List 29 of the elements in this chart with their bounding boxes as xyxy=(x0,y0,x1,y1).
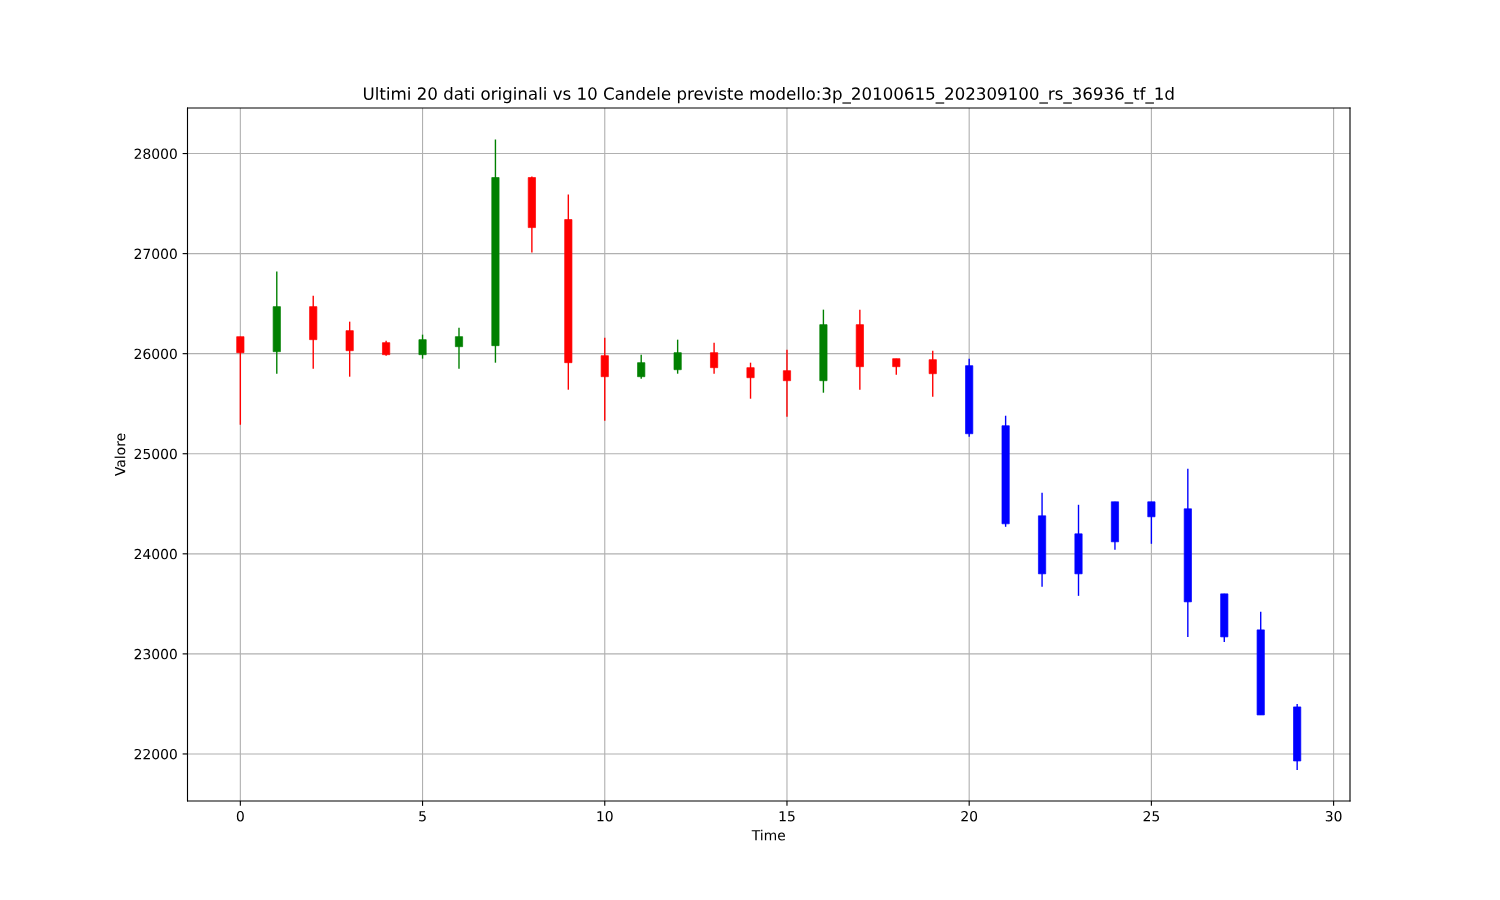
candlestick xyxy=(455,326,463,370)
candlestick xyxy=(345,320,354,378)
candlestick xyxy=(418,333,427,360)
y-tick-label: 23000 xyxy=(134,648,177,660)
y-axis-title: Valore xyxy=(114,433,126,477)
x-tick-label: 5 xyxy=(419,811,426,822)
x-tick-label: 25 xyxy=(1143,810,1160,822)
chart-title: Ultimi 20 dati originali vs 10 Candele previste modello:3p_20100615_202309100_rs_36936_tf_1d xyxy=(363,87,1174,104)
candlestick xyxy=(673,338,682,375)
candlestick xyxy=(236,335,245,426)
candlestick xyxy=(637,353,646,380)
candlestick xyxy=(782,348,791,418)
candlestick xyxy=(928,349,937,398)
x-tick-label: 15 xyxy=(779,811,795,822)
y-tick-label: 24000 xyxy=(134,548,177,560)
candlestick xyxy=(710,341,719,375)
y-tick-label: 25000 xyxy=(134,448,177,460)
candlestick xyxy=(746,361,755,400)
y-tick-label: 22000 xyxy=(134,748,177,760)
y-tick-label: 27000 xyxy=(134,248,177,260)
y-tick-label: 28000 xyxy=(134,148,177,160)
x-tick-label: 0 xyxy=(236,810,244,822)
x-axis-title: Time xyxy=(751,829,785,841)
x-tick-label: 10 xyxy=(597,810,613,822)
y-tick-label: 26000 xyxy=(134,348,177,360)
candlestick xyxy=(1147,501,1156,545)
candlestick xyxy=(600,336,609,422)
x-tick-label: 30 xyxy=(1325,810,1342,822)
x-tick-label: 20 xyxy=(961,810,978,822)
